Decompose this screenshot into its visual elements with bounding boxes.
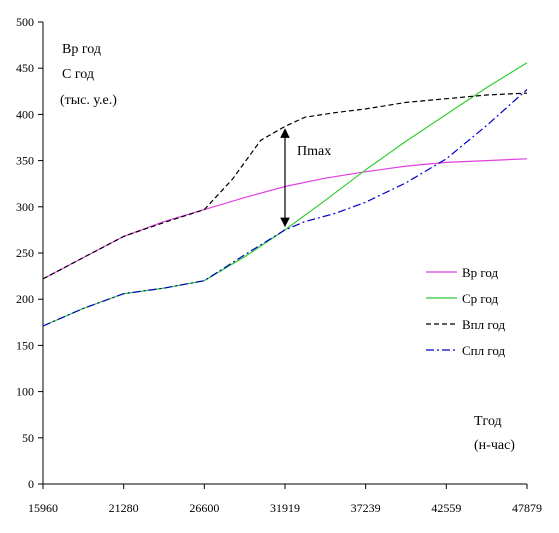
y-tick-label: 150 xyxy=(16,338,34,352)
y-tick-label: 400 xyxy=(16,107,34,121)
y-tick-label: 500 xyxy=(16,15,34,29)
y-tick-label: 350 xyxy=(16,154,34,168)
x-tick-label: 47879 xyxy=(512,501,542,515)
x-tick-label: 31919 xyxy=(270,501,300,515)
legend-label-3: Впл год xyxy=(462,317,505,332)
legend-label-2: Ср год xyxy=(462,291,499,306)
legend-label-1: Вр год xyxy=(462,265,499,280)
series-line-3 xyxy=(42,92,528,280)
axes: 0 50 100 150 200 250 300 350 400 450 500 15960 21280… xyxy=(16,15,542,515)
y-tick-label: 50 xyxy=(22,431,34,445)
legend: Вр год Ср год Впл год Спл год xyxy=(426,265,505,358)
y-tick-label: 200 xyxy=(16,292,34,306)
y-axis-title-line-2: С год xyxy=(62,67,94,82)
series-line-4 xyxy=(42,89,528,327)
x-tick-label: 37239 xyxy=(351,501,381,515)
x-tick-label: 26600 xyxy=(189,501,219,515)
annotation-label: Пmax xyxy=(297,144,331,159)
x-axis-title-line-2: (н-час) xyxy=(474,438,515,453)
x-tick-label: 42559 xyxy=(431,501,461,515)
y-axis-title-line-3: (тыс. у.е.) xyxy=(60,93,117,108)
legend-label-4: Спл год xyxy=(462,343,505,358)
y-axis-title-line-1: Вр год xyxy=(62,42,101,57)
y-tick-label: 100 xyxy=(16,385,34,399)
x-tick-label: 15960 xyxy=(28,501,58,515)
x-tick-label: 21280 xyxy=(109,501,139,515)
y-tick-label: 450 xyxy=(16,61,34,75)
axis-titles: Вр год С год (тыс. у.е.) Tгод (н-час) Пm… xyxy=(60,42,515,453)
x-axis-title-line-1: Tгод xyxy=(474,414,502,429)
y-tick-label: 0 xyxy=(28,477,34,491)
y-tick-label: 300 xyxy=(16,200,34,214)
y-tick-label: 250 xyxy=(16,246,34,260)
